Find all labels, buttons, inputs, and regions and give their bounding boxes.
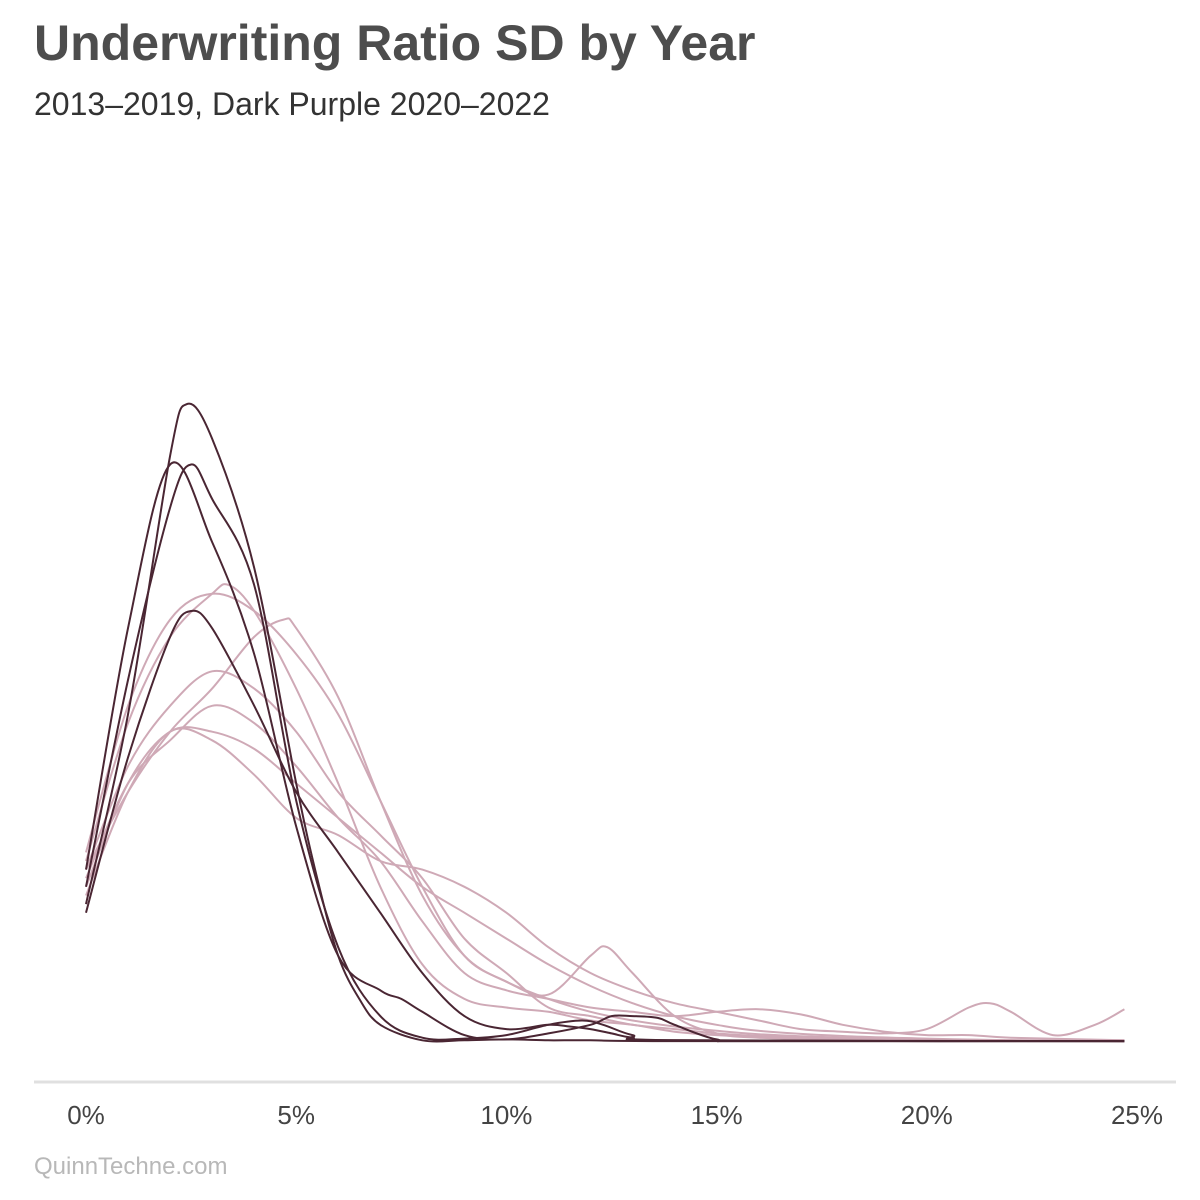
x-tick-label: 20% — [901, 1100, 953, 1130]
source-caption: QuinnTechne.com — [34, 1153, 228, 1180]
series-line-7 — [85, 617, 1125, 1043]
series-line-5 — [85, 592, 1125, 1043]
x-tick-layer: 0% 5% 10% 15% 20% 25% — [67, 1100, 1163, 1130]
x-tick-label: 25% — [1111, 1100, 1163, 1130]
x-tick-label: 15% — [691, 1100, 743, 1130]
series-line-11 — [85, 463, 1125, 1043]
series-line-3 — [85, 726, 1125, 1043]
x-tick-label: 5% — [277, 1100, 315, 1130]
series-line-2 — [85, 704, 1125, 1042]
chart-title: Underwriting Ratio SD by Year — [34, 15, 756, 71]
x-tick-label: 0% — [67, 1100, 105, 1130]
series-line-4 — [85, 727, 1125, 1037]
x-tick-label: 10% — [480, 1100, 532, 1130]
series-layer — [85, 402, 1125, 1043]
series-line-10 — [85, 609, 1125, 1043]
series-line-9 — [85, 461, 1125, 1043]
chart-subtitle: 2013–2019, Dark Purple 2020–2022 — [34, 86, 550, 122]
series-line-1 — [85, 669, 1125, 1042]
